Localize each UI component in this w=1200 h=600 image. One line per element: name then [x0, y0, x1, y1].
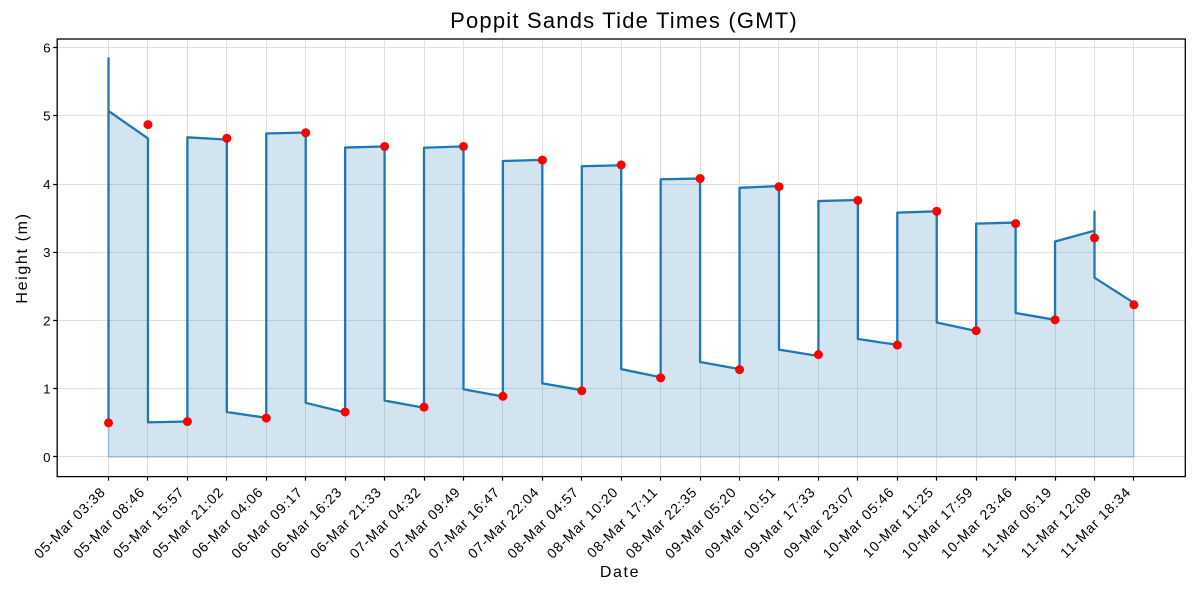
svg-text:5: 5 [43, 109, 50, 124]
svg-text:0: 0 [43, 450, 50, 465]
svg-text:Height (m): Height (m) [14, 212, 31, 303]
svg-text:2: 2 [43, 313, 50, 328]
svg-text:4: 4 [43, 177, 50, 192]
svg-text:Poppit Sands Tide Times (GMT): Poppit Sands Tide Times (GMT) [450, 8, 798, 33]
svg-text:6: 6 [43, 40, 50, 55]
svg-text:1: 1 [43, 382, 50, 397]
svg-text:Date: Date [600, 564, 640, 581]
svg-text:3: 3 [43, 245, 50, 260]
